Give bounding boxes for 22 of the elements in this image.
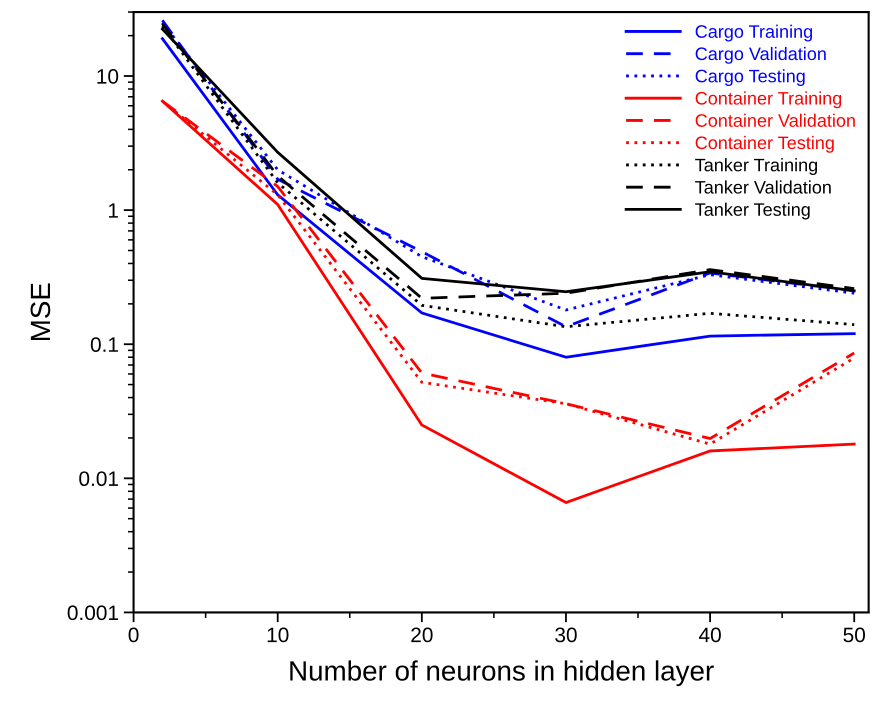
y-tick-label: 0.1 — [90, 337, 118, 352]
legend-label: Cargo Training — [696, 24, 812, 42]
legend-label: Container Validation — [696, 114, 855, 127]
x-tick-label: 50 — [843, 628, 865, 642]
legend-label: Tanker Training — [695, 158, 818, 175]
legend-label: Container Testing — [696, 136, 834, 153]
x-tick-label: 20 — [411, 628, 433, 642]
y-tick-label: 1 — [108, 203, 118, 218]
y-tick-label: 10 — [97, 69, 118, 84]
y-axis-title: MSE — [30, 283, 50, 340]
x-tick-label: 30 — [555, 628, 577, 642]
legend-label: Container Training — [696, 91, 842, 108]
legend-label: Cargo Validation — [696, 46, 826, 64]
x-tick-label: 40 — [698, 628, 721, 642]
y-tick-label: 0.01 — [79, 471, 118, 486]
x-tick-label: 0 — [128, 628, 139, 642]
legend-label: Cargo Testing — [696, 69, 805, 86]
y-tick-label: 0.001 — [68, 605, 118, 620]
x-axis-title: Number of neurons in hidden layer — [290, 660, 714, 686]
x-tick-label: 10 — [268, 628, 288, 642]
legend-label: Tanker Testing — [695, 202, 810, 220]
legend-label: Tanker Validation — [695, 180, 831, 194]
